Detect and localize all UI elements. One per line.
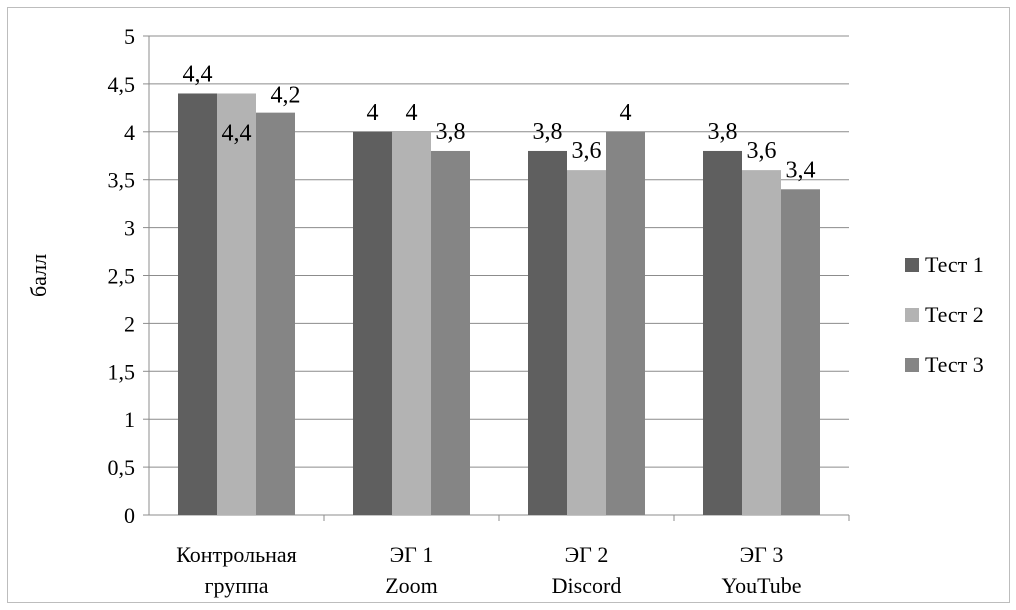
data-label: 4,2 — [271, 83, 301, 109]
chart-frame: 0 0,5 1 1,5 2 2,5 3 3,5 4 4,5 5 балл Контрольная груп… — [7, 7, 1010, 603]
legend-label: Тест 2 — [925, 302, 984, 327]
category-label: Discord — [552, 573, 622, 598]
bar — [567, 170, 606, 515]
bar — [703, 150, 742, 515]
bar — [606, 131, 645, 516]
y-tick-label: 0 — [124, 503, 135, 528]
bar — [528, 150, 567, 515]
bar — [781, 189, 820, 515]
bar — [392, 131, 431, 516]
bar — [431, 150, 470, 515]
bar — [217, 93, 256, 515]
data-label: 3,8 — [533, 119, 563, 145]
category-label: Контрольная — [176, 542, 297, 567]
data-label: 4 — [367, 100, 379, 126]
y-tick-label: 1 — [124, 407, 135, 432]
bar — [256, 112, 295, 515]
legend-swatch — [905, 258, 919, 272]
data-label: 4,4 — [183, 61, 213, 87]
category-label: ЭГ 1 — [390, 542, 434, 567]
legend-label: Тест 3 — [925, 352, 984, 377]
y-tick-label: 4 — [124, 120, 135, 145]
category-label: YouTube — [721, 573, 801, 598]
legend-swatch — [905, 308, 919, 322]
category-label: Zoom — [385, 573, 438, 598]
data-label: 4 — [620, 100, 632, 126]
y-axis-label: балл — [26, 254, 51, 297]
y-tick-label: 3,5 — [108, 168, 136, 193]
data-label: 3,6 — [572, 138, 602, 164]
y-tick-label: 2 — [124, 311, 135, 336]
legend-label: Тест 1 — [925, 252, 984, 277]
y-tick-label: 2,5 — [108, 264, 136, 289]
bar — [353, 131, 392, 516]
y-tick-label: 0,5 — [108, 455, 136, 480]
y-tick-label: 5 — [124, 24, 135, 49]
data-label: 3,8 — [436, 119, 466, 145]
category-label: группа — [204, 573, 268, 598]
category-label: ЭГ 2 — [565, 542, 609, 567]
data-label: 3,8 — [708, 119, 738, 145]
data-label: 3,4 — [786, 157, 816, 183]
bar — [742, 170, 781, 515]
data-label: 4,4 — [222, 120, 252, 146]
category-label: ЭГ 3 — [740, 542, 784, 567]
data-label: 3,6 — [747, 138, 777, 164]
data-label: 4 — [406, 100, 418, 126]
y-tick-label: 3 — [124, 216, 135, 241]
y-tick-label: 1,5 — [108, 359, 136, 384]
bar-chart: 0 0,5 1 1,5 2 2,5 3 3,5 4 4,5 5 балл Контрольная груп… — [26, 24, 984, 598]
bar — [178, 93, 217, 515]
legend-swatch — [905, 358, 919, 372]
y-tick-label: 4,5 — [108, 72, 136, 97]
